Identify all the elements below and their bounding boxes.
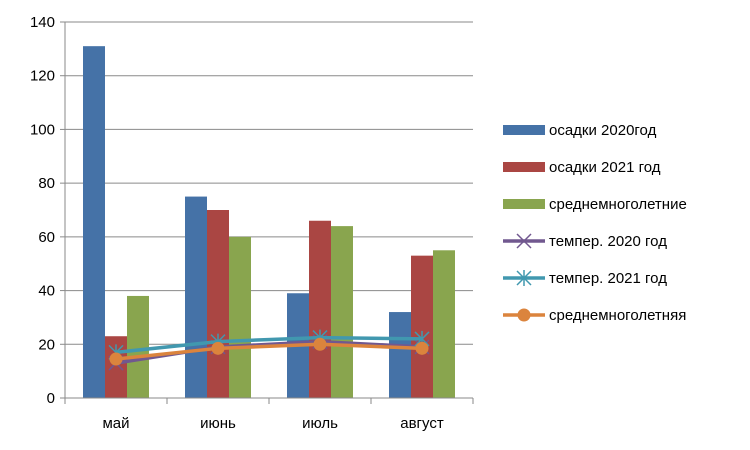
- bar: [127, 295, 149, 398]
- legend-item: темпер. 2021 год: [503, 270, 667, 287]
- bar: [433, 250, 455, 398]
- axes: [60, 21, 474, 404]
- legend-swatch: [503, 125, 545, 135]
- bar: [207, 210, 229, 398]
- legend-label: среднемноголетняя: [549, 307, 686, 324]
- legend-label: среднемноголетние: [549, 196, 687, 213]
- x-tick-label: август: [400, 415, 444, 432]
- x-tick-label: июнь: [200, 415, 236, 432]
- bar: [389, 312, 411, 398]
- bar: [185, 196, 207, 398]
- y-tick-label: 80: [38, 175, 55, 192]
- series-line: [115, 335, 423, 355]
- tick-labels: 0 20 40 60 80 100 120 140 май июнь июль август: [30, 14, 444, 432]
- bar: [309, 220, 331, 398]
- bar: [411, 255, 433, 398]
- line-marker: [516, 233, 532, 249]
- line-marker: [415, 341, 429, 355]
- line-marker: [516, 270, 532, 286]
- y-tick-label: 120: [30, 68, 55, 85]
- legend-swatch: [503, 199, 545, 209]
- legend-label: темпер. 2021 год: [549, 270, 667, 287]
- legend-label: темпер. 2020 год: [549, 233, 667, 250]
- grid-lines: [65, 21, 473, 345]
- legend-item: осадки 2020год: [503, 122, 657, 139]
- legend-label: осадки 2020год: [549, 122, 657, 139]
- legend: осадки 2020год осадки 2021 год среднемного…: [503, 122, 687, 324]
- bar-series-group: [83, 46, 455, 399]
- x-tick-label: июль: [302, 415, 338, 432]
- legend-item: среднемноголетняя: [503, 307, 686, 324]
- y-tick-label: 20: [38, 336, 55, 353]
- bar: [83, 46, 105, 399]
- y-tick-label: 60: [38, 229, 55, 246]
- line-marker: [211, 341, 225, 355]
- bar: [229, 236, 251, 398]
- y-tick-label: 100: [30, 121, 55, 138]
- bar: [331, 226, 353, 398]
- series-line: [115, 342, 423, 361]
- marker-stroke: [516, 233, 532, 249]
- y-tick-label: 40: [38, 283, 55, 300]
- legend-item: осадки 2021 год: [503, 159, 661, 176]
- legend-swatch: [503, 162, 545, 172]
- legend-item: среднемноголетние: [503, 196, 687, 213]
- legend-item: темпер. 2020 год: [503, 233, 667, 250]
- y-tick-label: 140: [30, 14, 55, 31]
- y-tick-label: 0: [47, 390, 55, 407]
- legend-label: осадки 2021 год: [549, 159, 661, 176]
- x-tick-label: май: [102, 415, 129, 432]
- line-series-group: [108, 329, 430, 371]
- line-marker: [517, 308, 531, 322]
- line-marker: [313, 337, 327, 351]
- line-marker: [109, 352, 123, 366]
